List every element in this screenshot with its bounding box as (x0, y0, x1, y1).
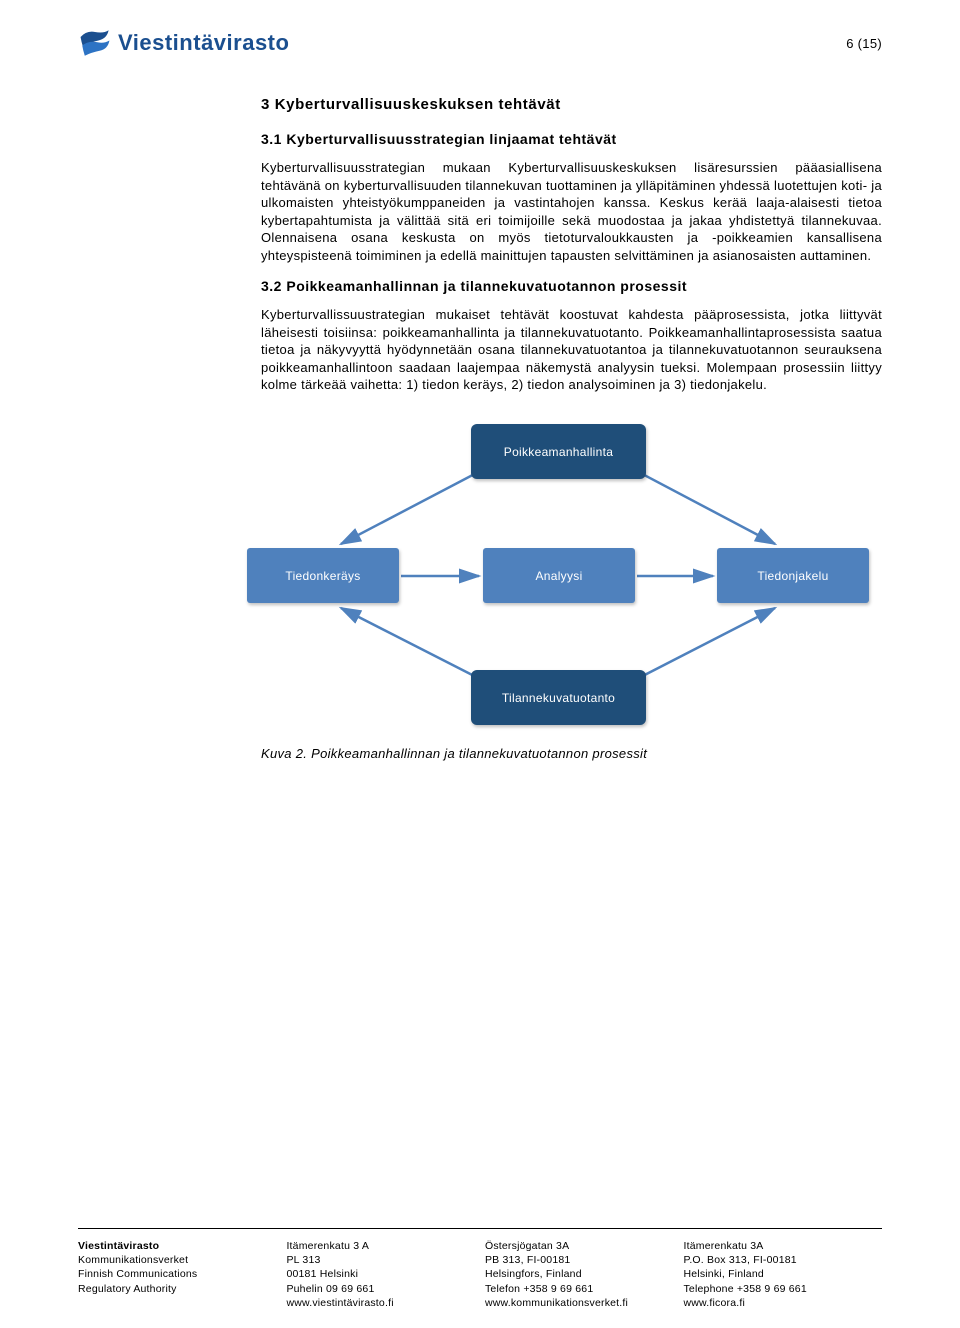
content-area: 3 Kyberturvallisuuskeskuksen tehtävät 3.… (78, 96, 882, 761)
logo: Viestintävirasto (78, 28, 289, 58)
footer-line: www.ficora.fi (683, 1296, 882, 1310)
footer-line: Itämerenkatu 3A (683, 1239, 882, 1253)
footer-line: Telefon +358 9 69 661 (485, 1282, 684, 1296)
footer-col-3: Östersjögatan 3APB 313, FI-00181Helsingf… (485, 1239, 684, 1310)
page-footer: ViestintävirastoKommunikationsverketFinn… (78, 1228, 882, 1310)
subsection-heading-2: 3.2 Poikkeamanhallinnan ja tilannekuvatu… (261, 278, 882, 294)
footer-line: P.O. Box 313, FI-00181 (683, 1253, 882, 1267)
footer-line: Östersjögatan 3A (485, 1239, 684, 1253)
footer-line: Itämerenkatu 3 A (286, 1239, 485, 1253)
footer-line: Kommunikationsverket (78, 1253, 286, 1267)
footer-line: Puhelin 09 69 661 (286, 1282, 485, 1296)
process-diagram: Poikkeamanhallinta Tiedonkeräys Analyysi Ti… (241, 418, 881, 728)
footer-line: www.viestintävirasto.fi (286, 1296, 485, 1310)
footer-line: PL 313 (286, 1253, 485, 1267)
footer-col-1: ViestintävirastoKommunikationsverketFinn… (78, 1239, 286, 1310)
footer-line: PB 313, FI-00181 (485, 1253, 684, 1267)
footer-line: Regulatory Authority (78, 1282, 286, 1296)
footer-columns: ViestintävirastoKommunikationsverketFinn… (78, 1239, 882, 1310)
footer-line: www.kommunikationsverket.fi (485, 1296, 684, 1310)
footer-line: Viestintävirasto (78, 1239, 286, 1253)
diagram-node-tiedonjakelu: Tiedonjakelu (717, 548, 869, 603)
logo-icon (78, 28, 112, 58)
footer-line: Finnish Communications (78, 1267, 286, 1281)
paragraph: Kyberturvallissuustrategian mukaiset teh… (261, 306, 882, 394)
figure-caption: Kuva 2. Poikkeamanhallinnan ja tilanneku… (261, 746, 882, 761)
paragraph: Kyberturvallisuusstrategian mukaan Kyber… (261, 159, 882, 264)
logo-text: Viestintävirasto (118, 30, 289, 56)
diagram-node-analyysi: Analyysi (483, 548, 635, 603)
footer-col-2: Itämerenkatu 3 APL 31300181 HelsinkiPuhe… (286, 1239, 485, 1310)
page-header: Viestintävirasto 6 (15) (78, 28, 882, 58)
footer-line: Helsinki, Finland (683, 1267, 882, 1281)
section-heading: 3 Kyberturvallisuuskeskuksen tehtävät (261, 96, 882, 113)
footer-line: 00181 Helsinki (286, 1267, 485, 1281)
subsection-heading-1: 3.1 Kyberturvallisuusstrategian linjaama… (261, 131, 882, 147)
footer-line: Helsingfors, Finland (485, 1267, 684, 1281)
diagram-node-poikkeamanhallinta: Poikkeamanhallinta (471, 424, 646, 479)
diagram-node-tiedonkerays: Tiedonkeräys (247, 548, 399, 603)
diagram-node-tilannekuvatuotanto: Tilannekuvatuotanto (471, 670, 646, 725)
footer-divider (78, 1228, 882, 1229)
footer-line: Telephone +358 9 69 661 (683, 1282, 882, 1296)
page-number: 6 (15) (846, 36, 882, 51)
footer-col-4: Itämerenkatu 3AP.O. Box 313, FI-00181Hel… (683, 1239, 882, 1310)
